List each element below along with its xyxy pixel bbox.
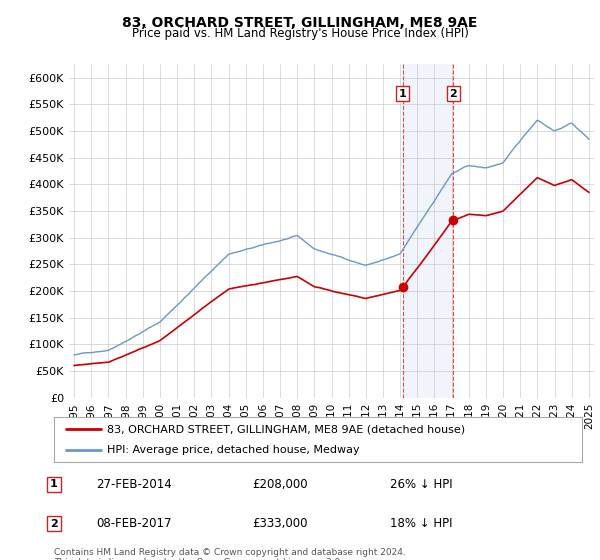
Bar xyxy=(403,64,454,398)
Text: HPI: Average price, detached house, Medway: HPI: Average price, detached house, Medw… xyxy=(107,445,359,455)
Text: 83, ORCHARD STREET, GILLINGHAM, ME8 9AE (detached house): 83, ORCHARD STREET, GILLINGHAM, ME8 9AE … xyxy=(107,424,465,435)
Text: 08-FEB-2017: 08-FEB-2017 xyxy=(96,517,172,530)
Text: 2: 2 xyxy=(449,88,457,99)
Text: 26% ↓ HPI: 26% ↓ HPI xyxy=(390,478,452,491)
Text: 18% ↓ HPI: 18% ↓ HPI xyxy=(390,517,452,530)
Text: 83, ORCHARD STREET, GILLINGHAM, ME8 9AE: 83, ORCHARD STREET, GILLINGHAM, ME8 9AE xyxy=(122,16,478,30)
Text: Price paid vs. HM Land Registry's House Price Index (HPI): Price paid vs. HM Land Registry's House … xyxy=(131,27,469,40)
Text: 1: 1 xyxy=(399,88,407,99)
Text: £333,000: £333,000 xyxy=(252,517,308,530)
Text: 27-FEB-2014: 27-FEB-2014 xyxy=(96,478,172,491)
Text: 1: 1 xyxy=(50,479,58,489)
Text: £208,000: £208,000 xyxy=(252,478,308,491)
Text: 2: 2 xyxy=(50,519,58,529)
Text: Contains HM Land Registry data © Crown copyright and database right 2024.
This d: Contains HM Land Registry data © Crown c… xyxy=(54,548,406,560)
